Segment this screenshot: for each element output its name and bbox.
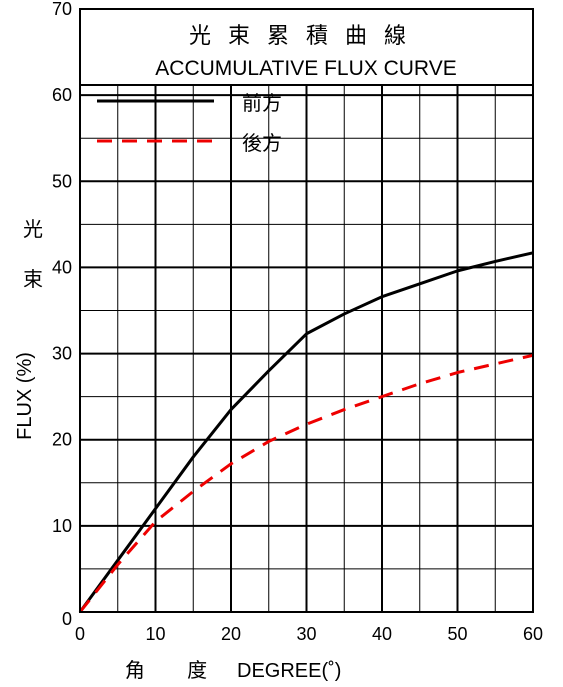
legend-label-rear: 後方 [242, 131, 282, 155]
series-line-front [78, 251, 534, 613]
chart-title: ACCUMULATIVE FLUX CURVE [155, 57, 456, 80]
title-box [79, 8, 534, 86]
x-tick-label: 0 [75, 624, 85, 644]
y-tick-label: 20 [52, 430, 72, 450]
chart-title-chinese: 光束累積曲線 [189, 24, 423, 49]
x-tick-label: 30 [296, 624, 316, 644]
plot-frame [79, 8, 534, 613]
y-tick-label: 0 [62, 609, 72, 629]
y-tick-label: 10 [52, 516, 72, 536]
x-tick-label: 20 [221, 624, 241, 644]
x-tick-label: 60 [523, 624, 543, 644]
y-axis-label: FLUX (%) [14, 352, 36, 440]
y-tick-label: 60 [52, 85, 72, 105]
y-tick-label: 30 [52, 344, 72, 364]
y-tick-label: 40 [52, 257, 72, 277]
x-axis-label-cn: 角 度 [125, 658, 225, 682]
y-tick-label: 50 [52, 171, 72, 191]
x-axis-ticks: 0 10 20 30 40 50 60 [75, 624, 543, 644]
series-line-rear [78, 353, 534, 613]
legend-label-front: 前方 [242, 91, 282, 115]
y-axis-label-cn-1: 光 [23, 217, 43, 241]
x-tick-label: 40 [372, 624, 392, 644]
y-axis-label-cn-2: 束 [23, 267, 43, 291]
y-tick-label: 70 [52, 0, 72, 19]
series-layer [78, 251, 534, 613]
x-axis-label: DEGREE(˚) [237, 660, 341, 682]
x-tick-label: 50 [447, 624, 467, 644]
legend: 前方 後方 [97, 91, 282, 155]
y-axis-ticks: 0 10 20 30 40 50 60 70 [52, 0, 72, 629]
x-tick-label: 10 [145, 624, 165, 644]
